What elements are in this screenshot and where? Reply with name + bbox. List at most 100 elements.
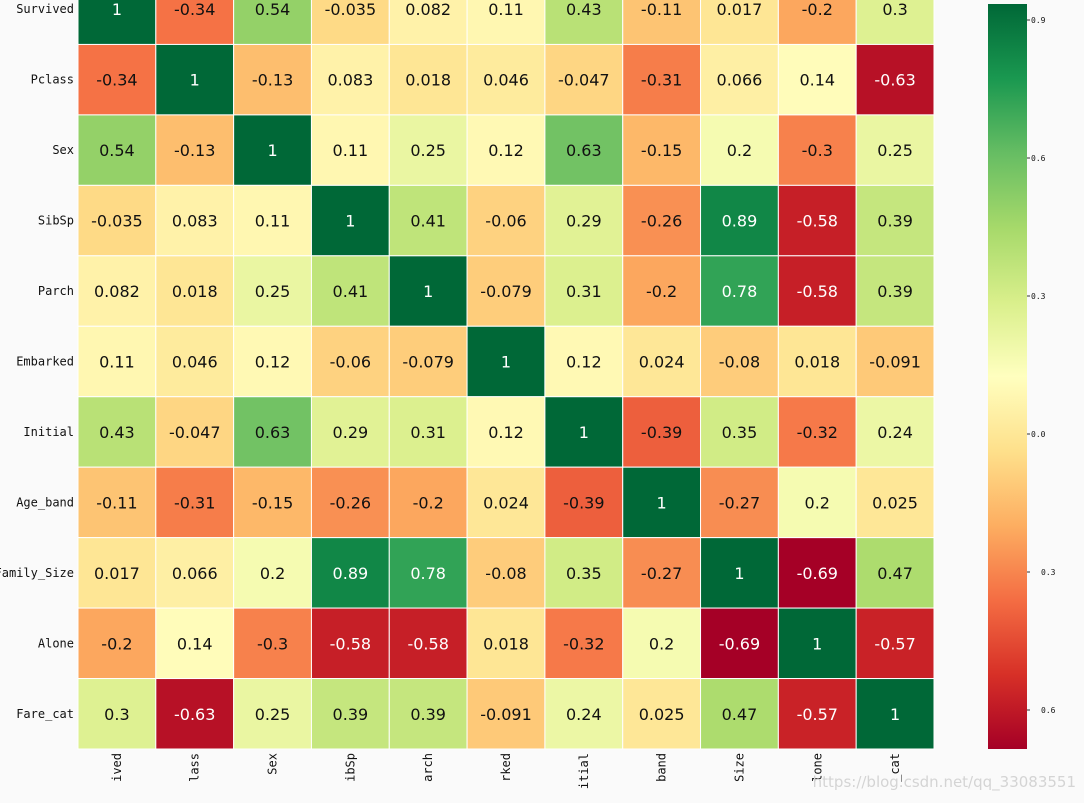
cell-value-label: 0.29 [333, 423, 369, 442]
x-tick-label: band [655, 753, 669, 782]
cell-value-label: -0.63 [874, 71, 915, 90]
heatmap-cell [544, 0, 624, 45]
heatmap-cell [233, 396, 312, 468]
cell-value-label: -0.11 [641, 0, 682, 19]
heatmap-cell [77, 466, 157, 539]
heatmap-cell [310, 678, 390, 750]
heatmap-cell [855, 255, 935, 327]
heatmap-cell [388, 255, 468, 327]
heatmap-cell [777, 607, 857, 680]
cell-value-label: 0.54 [255, 0, 291, 19]
cell-value-label: 0.024 [483, 493, 529, 512]
colorbar: 0.9 0.6 0.3 0.0 0.3 0.6 [988, 4, 1056, 749]
cell-value-label: -0.2 [802, 0, 833, 19]
cell-value-label: 0.78 [722, 282, 758, 301]
cell-value-label: -0.27 [641, 564, 682, 583]
cell-value-label: -0.08 [485, 564, 526, 583]
cell-value-label: 1 [501, 353, 511, 372]
cell-value-label: -0.58 [797, 212, 838, 231]
heatmap-cell [388, 678, 468, 750]
cell-value-label: 0.39 [410, 705, 446, 724]
heatmap-cell [77, 43, 157, 116]
cell-value-label: 0.11 [99, 353, 135, 372]
cell-value-label: 0.14 [799, 71, 835, 90]
cell-value-label: -0.3 [257, 634, 288, 653]
cell-value-label: 0.024 [639, 353, 685, 372]
heatmap-cell [466, 0, 546, 45]
y-tick-label: Initial [23, 425, 74, 439]
cell-value-label: 0.2 [260, 564, 285, 583]
cell-value-label: -0.11 [96, 493, 137, 512]
heatmap-cell [310, 537, 390, 609]
cell-value-label: 0.12 [566, 353, 602, 372]
cell-value-label: -0.32 [797, 423, 838, 442]
cell-value-label: 0.47 [877, 564, 913, 583]
heatmap-cell [233, 678, 312, 750]
heatmap-cell [622, 114, 702, 186]
heatmap-cell [233, 255, 312, 327]
cell-value-label: 0.35 [566, 564, 602, 583]
y-tick-label: Sex [52, 143, 74, 157]
cell-value-label: 0.018 [405, 71, 451, 90]
heatmap-cell [544, 255, 624, 327]
cell-value-label: -0.34 [174, 0, 215, 19]
x-tick-label: arch [421, 753, 435, 782]
heatmap-cell [155, 325, 235, 398]
cell-value-label: 1 [112, 0, 122, 19]
y-tick-label: Parch [38, 284, 74, 298]
heatmap-cell [310, 466, 390, 539]
cell-value-label: 0.2 [649, 634, 674, 653]
cell-value-label: -0.58 [797, 282, 838, 301]
cell-value-label: -0.047 [558, 71, 610, 90]
cell-value-label: 0.41 [410, 212, 446, 231]
heatmap-cell [155, 466, 235, 539]
heatmap-cell [777, 325, 857, 398]
heatmap-cell [777, 537, 857, 609]
heatmap-cell [544, 607, 624, 680]
cell-value-label: 0.78 [410, 564, 446, 583]
cell-value-label: 0.066 [717, 71, 763, 90]
heatmap-cell [777, 255, 857, 327]
cell-value-label: 0.25 [255, 282, 291, 301]
cell-value-label: -0.06 [330, 353, 371, 372]
heatmap-cell [700, 114, 779, 186]
colorbar-tick-label: 0.0 [1031, 430, 1046, 439]
heatmap-cell [155, 255, 235, 327]
heatmap-cell [233, 537, 312, 609]
cell-value-label: 0.083 [327, 71, 373, 90]
x-tick-label: rked [499, 753, 513, 782]
cell-value-label: 0.046 [483, 71, 529, 90]
heatmap-cell [388, 466, 468, 539]
heatmap-cell [77, 255, 157, 327]
cell-value-label: -0.079 [402, 353, 454, 372]
cell-value-label: -0.06 [485, 212, 526, 231]
heatmap-cell [544, 184, 624, 257]
watermark-text: https://blog.csdn.net/qq_33083551 [812, 773, 1076, 791]
cell-value-label: -0.31 [641, 71, 682, 90]
cell-value-label: -0.035 [91, 212, 143, 231]
heatmap-cell [855, 43, 935, 116]
colorbar-tick-label: 0.6 [1041, 706, 1056, 715]
cell-value-label: -0.69 [797, 564, 838, 583]
heatmap-cell [466, 466, 546, 539]
cell-value-label: 0.066 [172, 564, 218, 583]
cell-value-label: 0.63 [566, 141, 602, 160]
cell-value-label: 0.11 [255, 212, 291, 231]
cell-value-label: -0.035 [325, 0, 377, 19]
heatmap-cell [233, 0, 312, 45]
cell-value-label: 0.12 [488, 141, 524, 160]
heatmap-cell [466, 255, 546, 327]
cell-value-label: 1 [190, 71, 200, 90]
heatmap-cell [700, 537, 779, 609]
heatmap-cell [544, 396, 624, 468]
cell-value-label: -0.63 [174, 705, 215, 724]
heatmap-cell [77, 607, 157, 680]
x-tick-label: lone [810, 753, 824, 782]
cell-value-label: 0.47 [722, 705, 758, 724]
heatmap-cell [700, 396, 779, 468]
x-tick-label: _cat [888, 753, 902, 782]
cell-value-label: 1 [657, 493, 667, 512]
cell-value-label: -0.2 [413, 493, 444, 512]
x-tick-label: Sex [266, 753, 280, 775]
